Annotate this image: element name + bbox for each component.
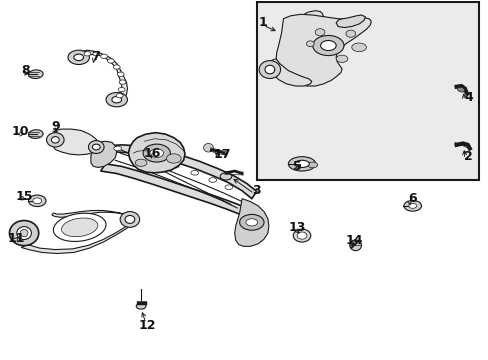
Polygon shape (52, 129, 99, 155)
Ellipse shape (51, 136, 59, 143)
Ellipse shape (28, 130, 43, 139)
Ellipse shape (203, 143, 213, 152)
Ellipse shape (259, 60, 280, 78)
Text: 2: 2 (464, 150, 472, 163)
Ellipse shape (136, 303, 146, 309)
Text: 9: 9 (51, 121, 60, 134)
Polygon shape (76, 50, 127, 101)
Ellipse shape (117, 72, 124, 76)
Polygon shape (21, 211, 132, 253)
Ellipse shape (92, 144, 100, 150)
Ellipse shape (288, 157, 315, 171)
Ellipse shape (335, 55, 347, 62)
Ellipse shape (61, 218, 98, 237)
Bar (256, 3, 478, 180)
Ellipse shape (245, 219, 257, 226)
Ellipse shape (224, 185, 232, 189)
Polygon shape (91, 141, 117, 167)
Ellipse shape (53, 213, 106, 242)
Polygon shape (276, 14, 370, 86)
Ellipse shape (150, 149, 163, 157)
Ellipse shape (68, 50, 89, 64)
Ellipse shape (320, 41, 335, 50)
Ellipse shape (17, 226, 31, 239)
Ellipse shape (239, 215, 264, 230)
Text: 7: 7 (91, 50, 100, 63)
Ellipse shape (264, 65, 274, 74)
Ellipse shape (456, 87, 464, 92)
Ellipse shape (106, 93, 127, 107)
Ellipse shape (408, 203, 416, 208)
Polygon shape (128, 133, 184, 173)
Ellipse shape (113, 65, 120, 69)
Text: 14: 14 (345, 234, 362, 247)
Ellipse shape (171, 163, 179, 168)
Ellipse shape (9, 221, 39, 246)
Text: 10: 10 (11, 125, 29, 138)
Ellipse shape (88, 140, 104, 153)
Ellipse shape (107, 59, 114, 63)
Ellipse shape (118, 87, 125, 92)
Polygon shape (301, 11, 323, 23)
Ellipse shape (403, 201, 421, 211)
Ellipse shape (125, 216, 135, 224)
Ellipse shape (114, 146, 122, 151)
Ellipse shape (220, 173, 231, 180)
Text: 16: 16 (143, 147, 160, 159)
Text: 3: 3 (252, 184, 261, 197)
Ellipse shape (294, 160, 309, 167)
Ellipse shape (345, 30, 355, 37)
Ellipse shape (306, 41, 314, 46)
Ellipse shape (74, 54, 83, 60)
Ellipse shape (152, 156, 159, 161)
Ellipse shape (135, 159, 147, 166)
Ellipse shape (20, 229, 28, 237)
Text: 4: 4 (464, 91, 472, 104)
Text: 5: 5 (292, 160, 301, 173)
Ellipse shape (33, 198, 41, 204)
Polygon shape (267, 59, 311, 86)
Polygon shape (234, 199, 268, 246)
Ellipse shape (143, 144, 170, 162)
Ellipse shape (93, 51, 100, 56)
Ellipse shape (28, 195, 46, 207)
Ellipse shape (120, 212, 140, 227)
Ellipse shape (315, 29, 325, 36)
Polygon shape (101, 145, 256, 199)
Ellipse shape (293, 229, 310, 242)
Text: 1: 1 (258, 16, 267, 29)
Ellipse shape (133, 151, 141, 156)
Ellipse shape (46, 133, 64, 147)
Ellipse shape (112, 96, 122, 103)
Text: 15: 15 (15, 190, 33, 203)
Ellipse shape (349, 240, 361, 251)
Polygon shape (335, 15, 365, 28)
Ellipse shape (307, 162, 317, 168)
Ellipse shape (351, 43, 366, 51)
Ellipse shape (116, 94, 123, 98)
Text: 13: 13 (288, 221, 305, 234)
Text: 8: 8 (21, 64, 30, 77)
Text: 17: 17 (213, 148, 231, 161)
Ellipse shape (312, 36, 343, 55)
Ellipse shape (101, 54, 107, 58)
Ellipse shape (28, 70, 43, 78)
Text: 12: 12 (138, 319, 155, 332)
Ellipse shape (190, 171, 198, 175)
Ellipse shape (166, 154, 181, 163)
Polygon shape (101, 164, 246, 215)
Text: 11: 11 (7, 231, 25, 244)
Ellipse shape (84, 51, 91, 56)
Ellipse shape (297, 232, 306, 239)
Text: 6: 6 (407, 192, 416, 205)
Ellipse shape (208, 178, 216, 182)
Ellipse shape (119, 80, 126, 84)
